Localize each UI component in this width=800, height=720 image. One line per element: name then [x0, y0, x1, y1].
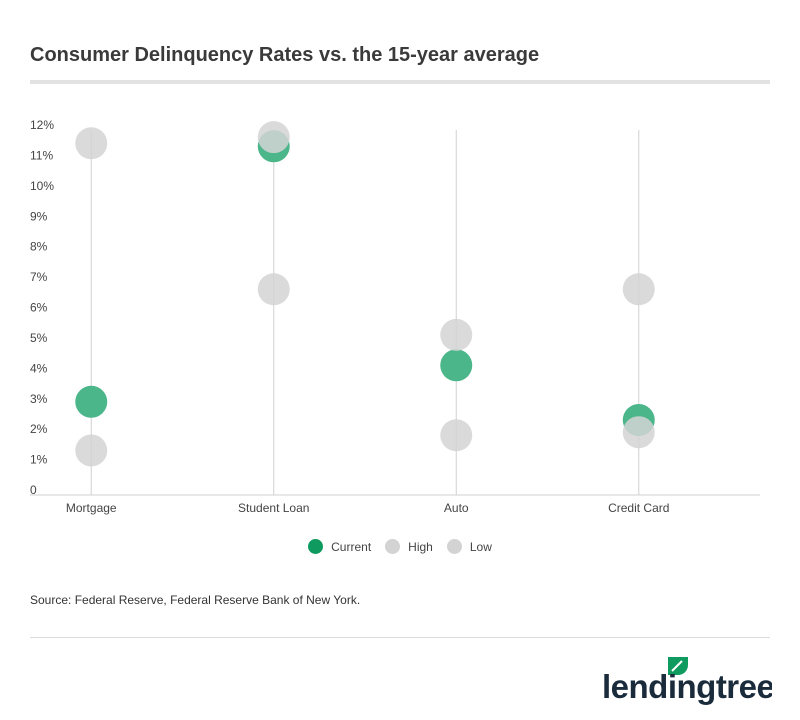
y-tick-label: 7% [30, 270, 48, 284]
title-divider [30, 80, 770, 84]
y-tick-label: 0 [30, 483, 37, 497]
legend-item-high[interactable]: High [385, 539, 433, 554]
dot-current [75, 385, 108, 418]
x-tick-label: Student Loan [238, 501, 309, 515]
footer-divider [30, 637, 770, 638]
y-tick-label: 3% [30, 392, 48, 406]
x-tick-label: Auto [444, 501, 469, 515]
dot-high [622, 273, 655, 306]
dot-low [622, 416, 655, 449]
y-tick-label: 9% [30, 209, 48, 223]
dot-low [75, 434, 108, 467]
chart-title: Consumer Delinquency Rates vs. the 15-ye… [30, 44, 540, 66]
x-tick-label: Credit Card [608, 501, 669, 515]
legend-swatch-low [446, 539, 462, 554]
y-tick-label: 10% [30, 179, 54, 193]
legend-label: High [408, 539, 433, 554]
legend-swatch-current [308, 539, 324, 554]
legend-item-current[interactable]: Current [308, 539, 371, 554]
y-tick-label: 1% [30, 453, 48, 467]
dot-high [257, 121, 290, 154]
y-tick-label: 6% [30, 301, 48, 315]
dot-low [257, 273, 290, 306]
lendingtree-logo: lendingtree [602, 657, 772, 705]
dot-high [75, 127, 108, 160]
dot-plot: 0 1% 2% 3% 4% 5% 6% 7% 8% 9% 10% 11% 12% Mortgage Stud… [30, 118, 760, 515]
dot-low [440, 419, 473, 452]
x-tick-label: Mortgage [66, 501, 117, 515]
legend-item-low[interactable]: Low [446, 539, 492, 554]
svg-text:lendingtree: lendingtree [602, 668, 772, 705]
source-note: Source: Federal Reserve, Federal Reserve… [30, 593, 361, 607]
legend-label: Current [331, 539, 372, 554]
legend-label: Low [469, 539, 492, 554]
y-tick-label: 4% [30, 361, 48, 375]
y-tick-label: 8% [30, 240, 48, 254]
dot-current [440, 349, 473, 382]
y-tick-label: 11% [30, 148, 53, 162]
y-tick-label: 12% [30, 118, 54, 132]
y-tick-label: 2% [30, 422, 48, 436]
legend: Current High Low [0, 539, 800, 554]
legend-swatch-high [385, 539, 401, 554]
y-tick-label: 5% [30, 331, 48, 345]
dot-high [440, 318, 473, 351]
